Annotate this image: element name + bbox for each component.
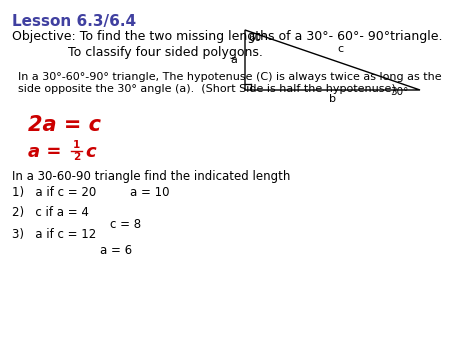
Text: 2a = c: 2a = c	[28, 115, 101, 135]
Text: side opposite the 30° angle (a).  (Short Side is half the hypotenuse): side opposite the 30° angle (a). (Short …	[18, 84, 396, 94]
Text: 2: 2	[73, 152, 80, 162]
Text: 1: 1	[73, 140, 80, 150]
Text: c: c	[338, 44, 344, 54]
Text: To classify four sided polygons.: To classify four sided polygons.	[68, 46, 263, 59]
Text: a = 6: a = 6	[100, 244, 132, 257]
Text: a =: a =	[28, 143, 68, 161]
Text: 3)   a if c = 12: 3) a if c = 12	[12, 228, 96, 241]
Text: c: c	[85, 143, 95, 161]
Text: 2)   c if a = 4: 2) c if a = 4	[12, 206, 89, 219]
Text: 1)   a if c = 20: 1) a if c = 20	[12, 186, 96, 199]
Text: Lesson 6.3/6.4: Lesson 6.3/6.4	[12, 14, 136, 29]
Text: a = 10: a = 10	[130, 186, 170, 199]
Text: 60°: 60°	[248, 33, 266, 43]
Text: c = 8: c = 8	[110, 218, 141, 231]
Text: Objective: To find the two missing lengths of a 30°- 60°- 90°triangle.: Objective: To find the two missing lengt…	[12, 30, 442, 43]
Text: In a 30-60-90 triangle find the indicated length: In a 30-60-90 triangle find the indicate…	[12, 170, 290, 183]
Text: In a 30°-60°-90° triangle, The hypotenuse (C) is always twice as long as the: In a 30°-60°-90° triangle, The hypotenus…	[18, 72, 441, 82]
Text: 30°: 30°	[390, 87, 409, 97]
Text: b: b	[329, 94, 336, 104]
Text: a: a	[230, 55, 237, 65]
